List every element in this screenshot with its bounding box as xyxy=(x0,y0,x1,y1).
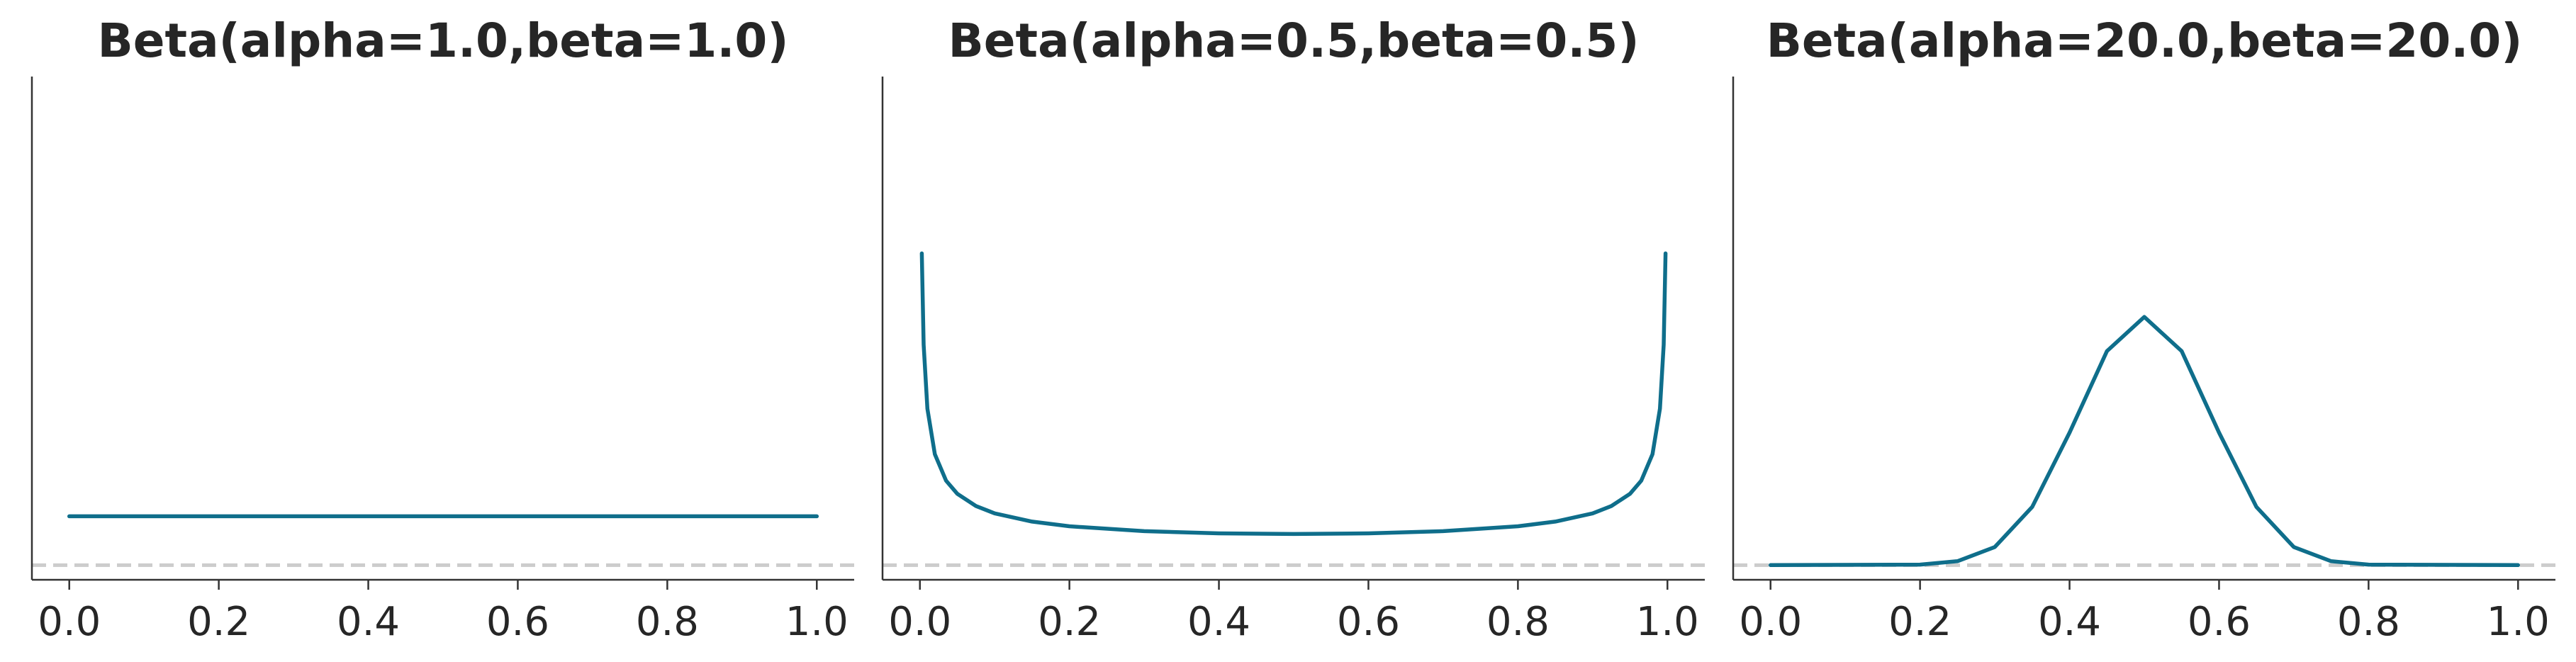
chart-title-1: Beta(alpha=1.0,beta=1.0) xyxy=(97,13,788,68)
x-tick-label-2-4: 0.8 xyxy=(1486,599,1550,645)
x-tick-label-1-4: 0.8 xyxy=(636,599,699,645)
x-tick-label-2-1: 0.2 xyxy=(1038,599,1101,645)
x-tick-label-2-3: 0.6 xyxy=(1337,599,1400,645)
x-tick-label-3-3: 0.6 xyxy=(2188,599,2251,645)
chart-title-3: Beta(alpha=20.0,beta=20.0) xyxy=(1766,13,2523,68)
x-tick-label-3-2: 0.4 xyxy=(2038,599,2101,645)
x-tick-label-3-5: 1.0 xyxy=(2487,599,2550,645)
x-tick-label-1-3: 0.6 xyxy=(486,599,549,645)
x-tick-label-2-0: 0.0 xyxy=(888,599,951,645)
chart-title-2: Beta(alpha=0.5,beta=0.5) xyxy=(948,13,1639,68)
x-tick-label-1-1: 0.2 xyxy=(187,599,250,645)
x-tick-label-1-0: 0.0 xyxy=(38,599,101,645)
x-tick-label-3-1: 0.2 xyxy=(1888,599,1951,645)
x-tick-label-3-4: 0.8 xyxy=(2337,599,2400,645)
x-tick-label-2-5: 1.0 xyxy=(1636,599,1699,645)
x-tick-label-1-2: 0.4 xyxy=(337,599,400,645)
x-tick-label-2-2: 0.4 xyxy=(1187,599,1250,645)
x-tick-label-1-5: 1.0 xyxy=(785,599,849,645)
density-line-3 xyxy=(1768,315,2521,568)
x-tick-label-3-0: 0.0 xyxy=(1739,599,1802,645)
density-line-2 xyxy=(919,251,1668,537)
